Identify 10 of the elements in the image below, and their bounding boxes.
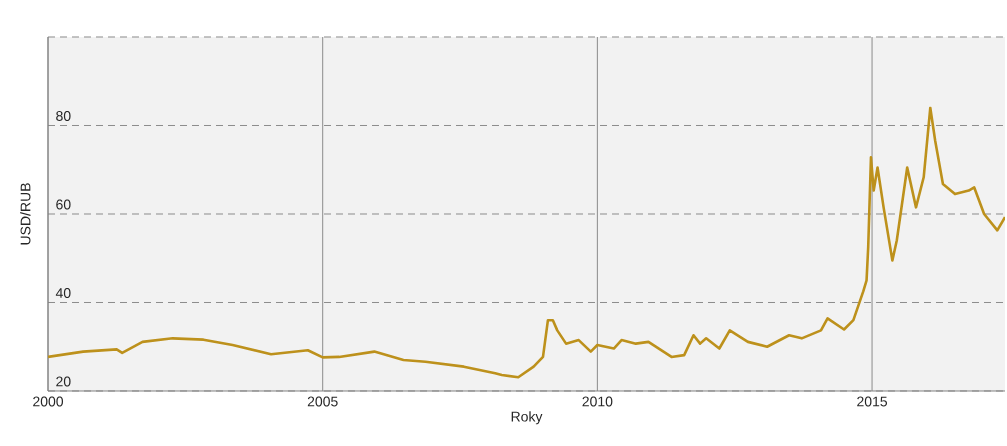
y-tick-label: 60 bbox=[56, 199, 71, 210]
y-tick-label: 20 bbox=[56, 376, 71, 387]
y-tick-label: 40 bbox=[55, 288, 71, 298]
x-tick-label: 2015 bbox=[857, 396, 888, 407]
x-tick-label: 2010 bbox=[582, 396, 613, 407]
x-axis-title: Roky bbox=[511, 411, 543, 425]
x-tick-label: 2000 bbox=[33, 396, 64, 407]
y-tick-label: 80 bbox=[56, 111, 71, 121]
x-tick-label: 2005 bbox=[307, 396, 338, 407]
y-axis-title: USD/RUB bbox=[20, 183, 31, 245]
